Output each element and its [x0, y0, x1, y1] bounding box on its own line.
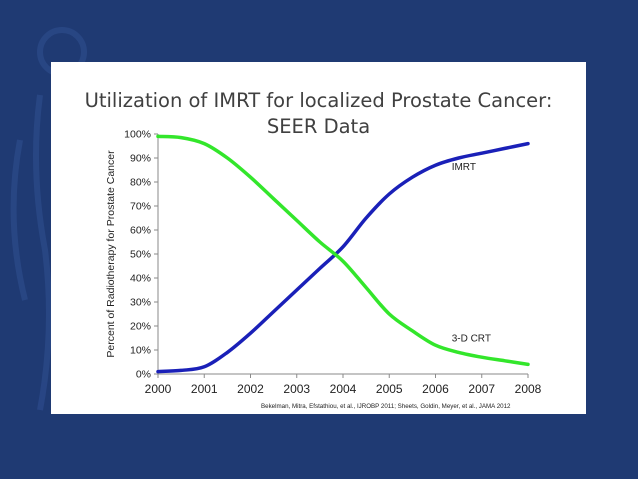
x-tick-label: 2002	[237, 382, 264, 396]
x-tick-label: 2007	[468, 382, 495, 396]
x-tick-label: 2008	[515, 382, 542, 396]
x-tick-label: 2006	[422, 382, 449, 396]
x-tick-label: 2000	[145, 382, 172, 396]
y-tick-label: 60%	[130, 225, 151, 237]
y-tick-label: 40%	[130, 273, 151, 285]
line-chart: 0% 10% 20% 30% 40% 50% 60% 70% 80% 90% 100% 2000 200…	[105, 129, 542, 397]
x-tick-label: 2004	[330, 382, 357, 396]
y-tick-label: 100%	[124, 129, 151, 141]
y-tick-label: 10%	[130, 345, 151, 357]
series-line-imrt	[156, 141, 530, 374]
y-tick-label: 80%	[130, 177, 151, 189]
chart-title-line2: SEER Data	[266, 115, 371, 138]
series-line-3-d-crt	[156, 134, 530, 367]
y-tick-label: 30%	[130, 297, 151, 309]
y-tick-label: 90%	[130, 153, 151, 165]
chart-title: Utilization of IMRT for localized Prosta…	[51, 88, 586, 140]
x-tick-label: 2003	[283, 382, 310, 396]
series-label-imrt: IMRT	[452, 162, 476, 173]
chart-panel: Utilization of IMRT for localized Prosta…	[51, 62, 586, 414]
citation-text: Bekelman, Mitra, Efstathiou, et al., IJR…	[261, 403, 511, 410]
x-tick-label: 2001	[191, 382, 218, 396]
chart-title-line1: Utilization of IMRT for localized Prosta…	[84, 89, 553, 112]
y-axis-title: Percent of Radiotherapy for Prostate Can…	[105, 150, 117, 358]
x-tick-label: 2005	[376, 382, 403, 396]
y-tick-label: 50%	[130, 249, 151, 261]
series-label-3-d-crt: 3-D CRT	[452, 334, 491, 345]
y-tick-label: 0%	[136, 369, 151, 381]
y-tick-label: 20%	[130, 321, 151, 333]
y-tick-label: 70%	[130, 201, 151, 213]
